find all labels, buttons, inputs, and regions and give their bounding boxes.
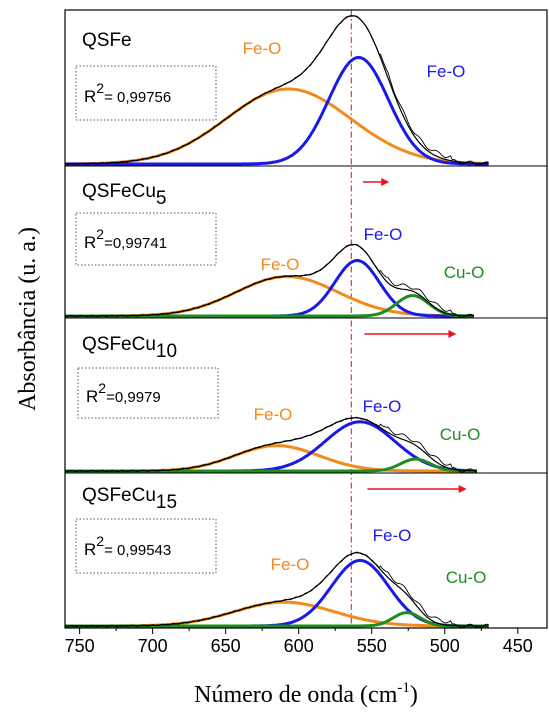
measured-spectrum-3 [64, 416, 478, 473]
x-axis-label: Número de onda (cm-1) [194, 680, 418, 708]
r2-text-1: R2= 0,99756 [84, 80, 171, 106]
x-tick-label-750: 750 [65, 636, 95, 656]
x-tick-label-650: 650 [211, 636, 241, 656]
shift-arrowhead-3 [448, 330, 457, 338]
measured-spectrum-4 [64, 551, 489, 629]
r2-text-4: R2= 0,99543 [84, 533, 171, 559]
x-tick-label-550: 550 [357, 636, 387, 656]
band-label-4-1: Fe-O [271, 555, 310, 574]
shift-arrowhead-2 [381, 178, 390, 186]
x-tick-label-500: 500 [430, 636, 460, 656]
band-label-2-1: Fe-O [261, 255, 300, 274]
measured-spectrum-1 [64, 15, 489, 166]
band-label-4-3: Cu-O [446, 568, 487, 587]
sample-label-4: QSFeCu15 [82, 485, 177, 513]
sample-label-2: QSFeCu5 [82, 181, 167, 209]
sample-label-3: QSFeCu10 [82, 334, 177, 362]
r2-box-1 [75, 65, 217, 121]
sample-label-1: QSFe [82, 30, 132, 51]
measured-spectrum-2 [64, 243, 475, 318]
r2-box-2 [75, 212, 217, 266]
band-label-3-1: Fe-O [254, 405, 293, 424]
r2-box-3 [77, 367, 219, 419]
r2-box-4 [75, 518, 217, 574]
x-tick-label-600: 600 [284, 636, 314, 656]
band-label-1-2: Fe-O [427, 62, 466, 81]
band-label-2-2: Fe-O [364, 225, 403, 244]
x-tick-label-700: 700 [138, 636, 168, 656]
r2-text-3: R2=0,9979 [86, 380, 161, 406]
x-tick-label-450: 450 [503, 636, 533, 656]
band-label-1-1: Fe-O [243, 39, 282, 58]
r2-text-2: R2=0,99741 [84, 226, 167, 252]
fit-envelope-2 [65, 243, 474, 317]
band-curve-1-2 [65, 56, 489, 166]
band-label-2-3: Cu-O [444, 263, 485, 282]
band-label-3-3: Cu-O [440, 425, 481, 444]
band-label-3-2: Fe-O [363, 397, 402, 416]
plot-frame [64, 9, 548, 629]
band-label-4-2: Fe-O [373, 526, 412, 545]
y-axis-label: Absorbância (u. a.) [15, 227, 41, 411]
shift-arrowhead-4 [458, 485, 467, 493]
